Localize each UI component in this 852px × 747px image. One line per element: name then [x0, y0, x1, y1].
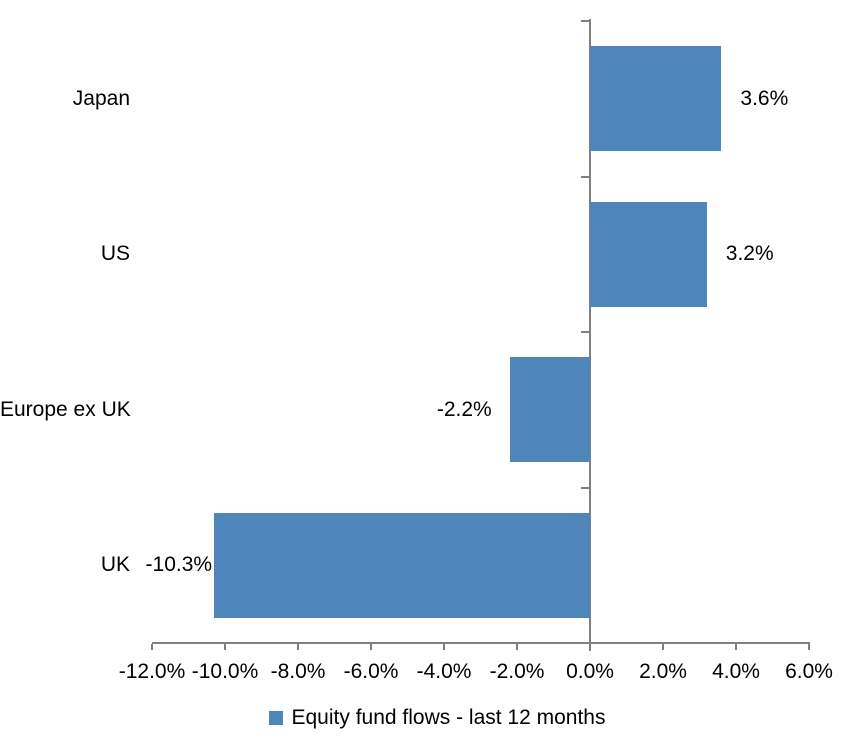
bar-uk	[214, 512, 590, 618]
x-axis-tick	[151, 644, 153, 650]
y-axis-line	[589, 19, 591, 651]
y-axis-tick	[581, 331, 589, 333]
x-axis-tick	[370, 644, 372, 650]
x-axis-tick	[443, 644, 445, 650]
bar-us	[590, 201, 707, 307]
y-axis-tick	[581, 486, 589, 489]
x-axis-tick-label: -4.0%	[416, 660, 472, 683]
x-axis-tick	[224, 644, 226, 650]
category-label-europe-ex-uk: Europe ex UK	[0, 397, 131, 421]
x-axis-tick-label: -2.0%	[489, 660, 545, 683]
x-axis-tick	[297, 644, 299, 650]
category-label-japan: Japan	[72, 86, 130, 110]
x-axis-tick	[516, 644, 518, 650]
x-axis-tick	[808, 644, 810, 650]
x-axis-tick	[589, 644, 591, 650]
data-label-europe-ex-uk: -2.2%	[436, 397, 492, 421]
x-axis-tick-label: -6.0%	[343, 660, 399, 683]
data-label-japan: 3.6%	[740, 86, 789, 110]
x-axis-tick-label: -10.0%	[191, 660, 259, 683]
x-axis-tick-label: 6.0%	[785, 660, 833, 683]
y-axis-tick	[581, 175, 589, 178]
x-axis-tick-label: -8.0%	[270, 660, 326, 683]
bar-europe-ex-uk	[509, 357, 590, 463]
category-label-us: US	[100, 242, 130, 266]
data-label-uk: -10.3%	[145, 553, 213, 577]
x-axis-tick-label: 0.0%	[566, 660, 614, 683]
data-label-us: 3.2%	[725, 242, 774, 266]
x-axis-line	[152, 642, 810, 644]
x-axis-tick	[735, 644, 737, 650]
bar-japan	[590, 46, 722, 152]
category-label-uk: UK	[100, 553, 130, 577]
x-axis-tick-label: 4.0%	[712, 660, 760, 683]
legend-color-swatch	[268, 711, 283, 725]
chart-legend: Equity fund flows - last 12 months	[11, 704, 852, 732]
y-axis-tick	[581, 20, 589, 22]
x-axis-tick	[662, 644, 664, 650]
x-axis-tick-label: 2.0%	[639, 660, 687, 683]
x-axis-tick-label: -12.0%	[118, 660, 186, 683]
legend-series-label: Equity fund flows - last 12 months	[291, 706, 606, 729]
